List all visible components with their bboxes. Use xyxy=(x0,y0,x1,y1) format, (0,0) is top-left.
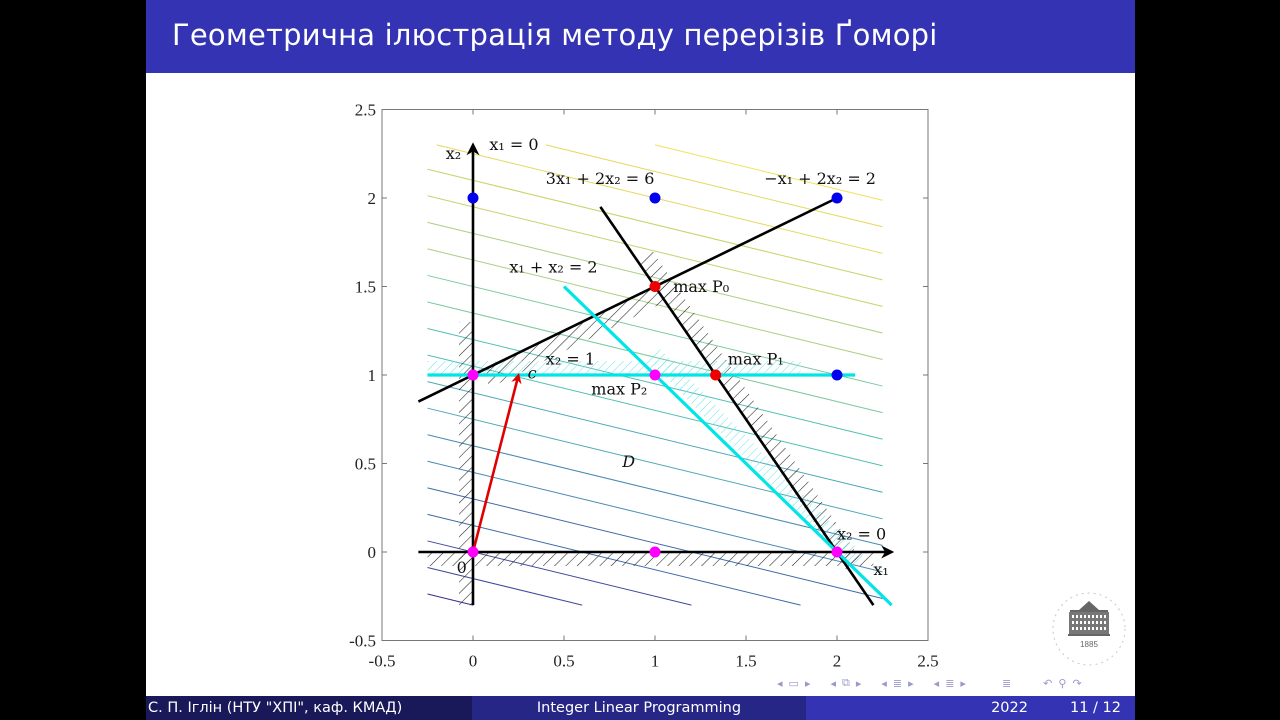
chart-annotation: x₂ xyxy=(446,144,461,163)
x-tick-label: 1 xyxy=(651,652,660,671)
y-tick-label: 2 xyxy=(368,189,377,208)
footer-year: 2022 xyxy=(991,700,1028,716)
hatch-3x1-2x2 xyxy=(636,249,862,570)
nav-prev-frame-icon[interactable]: ◂ xyxy=(777,676,783,690)
x-tick-label: 0 xyxy=(469,652,478,671)
title-bar: Геометрична ілюстрація методу перерізів … xyxy=(146,0,1135,73)
x-tick-label: 1.5 xyxy=(735,652,756,671)
contour-line xyxy=(427,274,883,387)
contour-line xyxy=(545,144,883,228)
constraint-line xyxy=(599,206,875,606)
hatch-x1-x2-le-2 xyxy=(645,346,867,570)
nav-prev-subsection-icon[interactable]: ◂ xyxy=(933,676,940,690)
nav-forward-icon[interactable]: ↷ xyxy=(1072,676,1082,690)
constraint-line xyxy=(417,196,838,403)
contour-line xyxy=(654,144,883,201)
y-tick-label: 0 xyxy=(368,543,377,562)
x-tick-label: 2 xyxy=(833,652,842,671)
nav-frame-icon[interactable]: ▭ xyxy=(788,676,799,690)
y-tick-label: 2.5 xyxy=(355,101,376,120)
nav-back-icon[interactable]: ↶ xyxy=(1043,676,1053,690)
beamer-navigation-bar: ◂ ▭ ▸ ◂ ⧉ ▸ ◂ ≣ ▸ ◂ ≣ ▸ ≣ ↶ ⚲ ↷ xyxy=(774,674,1099,692)
nav-search-icon[interactable]: ⚲ xyxy=(1058,676,1067,690)
chart-annotation: max P₂ xyxy=(591,379,647,398)
lattice-point xyxy=(831,546,843,558)
lattice-point xyxy=(649,192,661,204)
chart-annotation: x₁ xyxy=(873,560,888,579)
nav-document-icon[interactable]: ≣ xyxy=(1001,676,1012,690)
contour-line xyxy=(427,328,883,440)
hatch-x2-nonneg xyxy=(427,552,874,566)
nav-next-subsection-icon[interactable]: ▸ xyxy=(960,676,966,690)
nav-subsection-group[interactable]: ◂ ≣ ▸ xyxy=(931,677,969,690)
footer-author-text: С. П. Іглін (НТУ "ХПІ", каф. КМАД) xyxy=(148,700,403,716)
nav-prev-slide-icon[interactable]: ◂ xyxy=(830,676,836,690)
lattice-point xyxy=(467,369,479,381)
contour-line xyxy=(427,195,883,307)
logo-year: 1885 xyxy=(1080,640,1098,649)
chart-annotation: x₂ = 0 xyxy=(837,525,886,544)
contour-line xyxy=(427,381,883,493)
y-tick-label: 0.5 xyxy=(355,455,376,474)
lattice-point xyxy=(649,369,661,381)
chart-annotation: 0 xyxy=(457,558,467,577)
lattice-point xyxy=(649,546,661,558)
university-logo: 1885 xyxy=(1052,592,1126,666)
x-tick-label: 2.5 xyxy=(917,652,938,671)
footer-bar: С. П. Іглін (НТУ "ХПІ", каф. КМАД) Integ… xyxy=(146,696,1135,720)
y-tick-label: 1.5 xyxy=(355,278,376,297)
x-tick-label: 0.5 xyxy=(553,652,574,671)
nav-subsection-icon[interactable]: ≣ xyxy=(945,676,955,690)
slide-title: Геометрична ілюстрація методу перерізів … xyxy=(172,18,938,52)
footer-page-number: 11 / 12 xyxy=(1069,700,1121,716)
hatch-x1-nonneg xyxy=(459,321,473,606)
chart-annotations: x₁ = 0 x₂ 3x₁ + 2x₂ = 6 −x₁ + 2x₂ = 2 x₁ + x… xyxy=(446,135,889,579)
footer-course-text: Integer Linear Programming xyxy=(536,700,742,716)
y-tick-label: 1 xyxy=(368,366,377,385)
nav-slide-icon[interactable]: ⧉ xyxy=(842,676,850,689)
solution-points xyxy=(467,192,843,558)
nav-next-slide-icon[interactable]: ▸ xyxy=(855,676,862,690)
lattice-point xyxy=(467,192,479,204)
chart-annotation: 3x₁ + 2x₂ = 6 xyxy=(546,169,655,188)
nav-frame-group[interactable]: ◂ ▭ ▸ xyxy=(774,677,813,690)
nav-document-group[interactable]: ≣ xyxy=(999,677,1014,690)
university-building-icon xyxy=(1068,601,1110,636)
lattice-point xyxy=(831,192,843,204)
lattice-point xyxy=(467,546,479,558)
lattice-point xyxy=(649,281,661,292)
footer-course: Integer Linear Programming xyxy=(472,696,806,720)
nav-next-frame-icon[interactable]: ▸ xyxy=(804,676,811,690)
chart-annotation: max P₁ xyxy=(728,349,784,368)
footer-author: С. П. Іглін (НТУ "ХПІ", каф. КМАД) xyxy=(146,696,472,720)
lattice-point xyxy=(710,369,722,381)
objective-vector-arrow xyxy=(471,372,522,553)
chart-annotation: D xyxy=(621,452,635,471)
x-tick-label: -0.5 xyxy=(369,652,396,671)
nav-section-group[interactable]: ◂ ≣ ▸ xyxy=(878,677,916,690)
hatch-cut-upper xyxy=(482,277,682,388)
nav-history-group[interactable]: ↶ ⚲ ↷ xyxy=(1040,677,1085,690)
contour-line xyxy=(427,168,883,281)
nav-prev-section-icon[interactable]: ◂ xyxy=(881,676,887,690)
footer-meta: 2022 11 / 12 xyxy=(806,696,1135,720)
plot-frame: -0.5 0 0.5 1 1.5 2 2.5 -0.5 0 0.5 1 1.5 2 2.5 xyxy=(349,101,939,671)
chart: -0.5 0 0.5 1 1.5 2 2.5-0.500.511.522.5 x₁ = 0x… xyxy=(349,101,939,671)
chart-annotation: x₂ = 1 xyxy=(546,349,595,368)
nav-section-icon[interactable]: ≣ xyxy=(892,676,903,690)
contour-line xyxy=(427,487,883,599)
contour-line xyxy=(427,567,583,606)
chart-annotation: c xyxy=(528,364,537,383)
nav-next-section-icon[interactable]: ▸ xyxy=(908,676,914,690)
lattice-point xyxy=(831,369,843,381)
chart-annotation: −x₁ + 2x₂ = 2 xyxy=(764,169,876,188)
contour-line xyxy=(427,434,883,546)
nav-slide-group[interactable]: ◂ ⧉ ▸ xyxy=(827,676,864,690)
slide: Геометрична ілюстрація методу перерізів … xyxy=(146,0,1135,720)
chart-annotation: max P₀ xyxy=(673,277,729,296)
y-tick-label: -0.5 xyxy=(349,632,376,651)
chart-annotation: x₁ + x₂ = 2 xyxy=(509,257,597,276)
chart-annotation: x₁ = 0 xyxy=(489,135,538,154)
